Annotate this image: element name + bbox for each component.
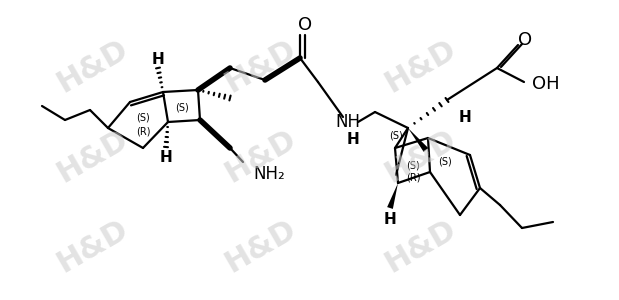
Text: H&D: H&D	[219, 214, 301, 278]
Text: H&D: H&D	[219, 124, 301, 188]
Text: O: O	[518, 31, 532, 49]
Text: O: O	[298, 16, 312, 34]
Text: H: H	[160, 149, 172, 164]
Text: H&D: H&D	[219, 34, 301, 98]
Text: (S): (S)	[438, 157, 452, 167]
Text: H: H	[347, 131, 360, 146]
Text: H&D: H&D	[380, 124, 462, 188]
Text: (S): (S)	[136, 113, 150, 123]
Text: (S): (S)	[389, 131, 403, 141]
Text: (S): (S)	[175, 103, 189, 113]
Text: H: H	[459, 110, 472, 125]
Text: (R): (R)	[405, 173, 420, 183]
Text: H: H	[384, 212, 396, 226]
Polygon shape	[408, 128, 428, 152]
Text: NH: NH	[335, 113, 360, 131]
Polygon shape	[387, 183, 398, 209]
Text: H: H	[152, 52, 165, 67]
Text: OH: OH	[532, 75, 560, 93]
Text: H&D: H&D	[52, 124, 134, 188]
Text: H&D: H&D	[380, 34, 462, 98]
Text: (R): (R)	[136, 127, 150, 137]
Text: NH₂: NH₂	[253, 165, 285, 183]
Text: H&D: H&D	[380, 214, 462, 278]
Text: H&D: H&D	[52, 34, 134, 98]
Text: H&D: H&D	[52, 214, 134, 278]
Text: (S): (S)	[406, 160, 420, 170]
